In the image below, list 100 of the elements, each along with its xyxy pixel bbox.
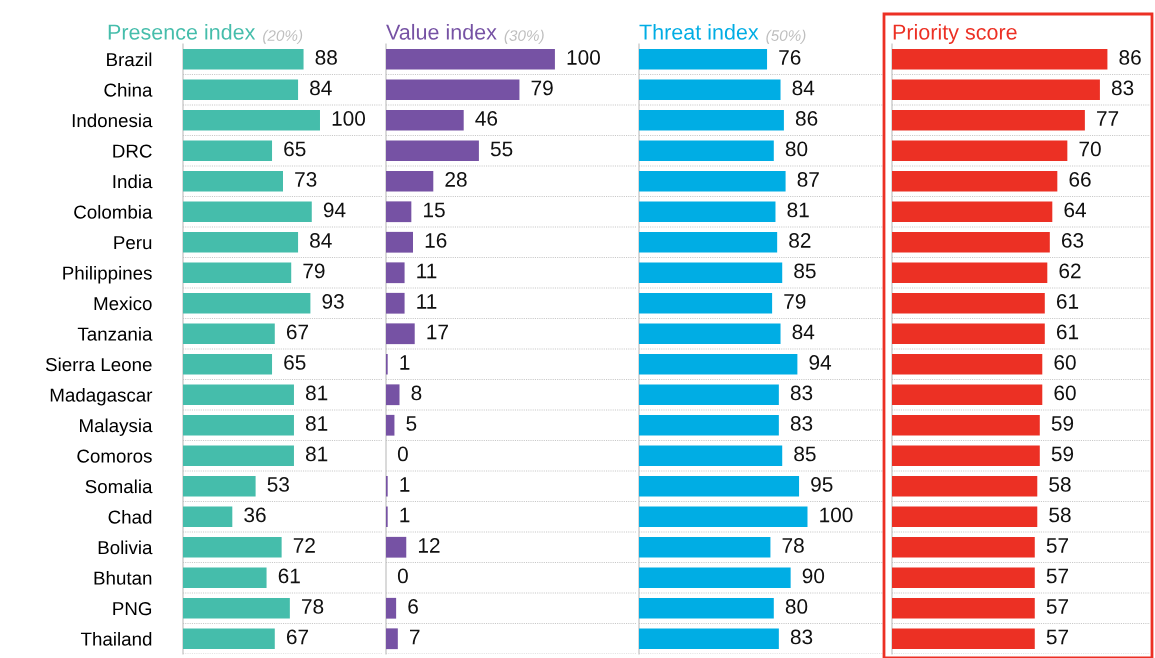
y-tick-label: PNG — [113, 601, 152, 616]
data-label: 81 — [305, 385, 328, 401]
bar — [892, 628, 1035, 650]
data-label: 73 — [295, 172, 317, 187]
bar — [639, 140, 774, 162]
data-label: 79 — [303, 263, 325, 279]
data-label: 83 — [790, 416, 813, 431]
bar — [892, 231, 1050, 253]
bar — [892, 262, 1048, 284]
y-tick-label: Brazil — [107, 52, 152, 67]
y-tick-label: Malaysia — [80, 418, 153, 436]
bar — [639, 475, 800, 497]
bar — [639, 109, 784, 131]
bar — [892, 536, 1035, 558]
data-label: 11 — [417, 263, 437, 279]
data-label: 57 — [1046, 629, 1069, 645]
data-label: 65 — [284, 141, 306, 157]
data-label: 78 — [782, 538, 804, 553]
bar — [386, 109, 464, 131]
bar — [892, 445, 1040, 467]
y-tick-label: Bhutan — [94, 570, 152, 585]
y-tick-label: Sierra Leone — [45, 357, 152, 372]
data-label: 59 — [1051, 416, 1074, 431]
data-label: 80 — [785, 141, 808, 157]
y-tick-label: Indonesia — [72, 113, 153, 128]
data-label: 84 — [792, 324, 815, 340]
bar — [639, 597, 774, 619]
bar — [183, 597, 290, 619]
data-label: 79 — [784, 294, 806, 309]
data-label: 17 — [427, 324, 448, 340]
bar — [183, 201, 312, 223]
bar — [639, 323, 781, 345]
bar — [892, 567, 1035, 589]
data-label: 90 — [802, 568, 825, 584]
data-label: 81 — [787, 202, 809, 218]
bar — [639, 201, 776, 223]
bar — [639, 262, 783, 284]
data-label: 86 — [795, 111, 818, 126]
y-tick-label: Somalia — [85, 479, 153, 494]
data-label: 12 — [418, 538, 440, 553]
bar — [892, 353, 1043, 375]
bar — [386, 170, 434, 192]
bar — [892, 475, 1038, 497]
data-label: 70 — [1079, 141, 1101, 157]
data-label: 85 — [794, 446, 816, 462]
y-tick-label: Thailand — [80, 631, 152, 646]
data-label: 85 — [794, 263, 816, 279]
data-label: 36 — [244, 507, 266, 523]
chart-title: Threat index — [639, 23, 759, 40]
bar — [639, 506, 808, 528]
y-tick-label: Peru — [114, 236, 152, 250]
data-label: 94 — [323, 202, 346, 218]
bar — [183, 323, 275, 345]
data-label: 16 — [425, 233, 447, 248]
data-label: 95 — [811, 477, 833, 492]
bar — [892, 414, 1040, 436]
data-label: 46 — [475, 111, 498, 126]
data-label: 28 — [445, 172, 467, 187]
data-label: 100 — [567, 50, 600, 65]
y-tick-label: Colombia — [74, 204, 153, 219]
data-label: 65 — [284, 355, 306, 370]
bar — [183, 536, 282, 558]
bar — [183, 231, 299, 253]
bar — [183, 353, 273, 375]
data-label: 60 — [1054, 385, 1076, 401]
data-label: 8 — [411, 385, 422, 401]
bar — [183, 475, 256, 497]
data-label: 61 — [1056, 294, 1079, 309]
bar — [892, 48, 1108, 70]
data-label: 59 — [1051, 446, 1074, 462]
bar — [386, 292, 405, 314]
bar — [639, 445, 783, 467]
bar — [386, 140, 479, 162]
y-tick-label: Mexico — [94, 296, 152, 311]
data-label: 82 — [789, 233, 811, 248]
data-label: 72 — [293, 538, 315, 553]
bar — [639, 170, 786, 192]
bar — [183, 567, 267, 589]
data-label: 0 — [397, 568, 408, 584]
data-label: 58 — [1049, 477, 1071, 492]
bar — [386, 79, 520, 101]
y-tick-label: Madagascar — [50, 387, 153, 406]
y-tick-label: Bolivia — [98, 540, 153, 555]
data-label: 61 — [278, 568, 300, 584]
data-label: 87 — [797, 172, 819, 187]
chart-subtitle: (30%) — [504, 29, 544, 44]
data-label: 57 — [1046, 568, 1069, 584]
data-label: 5 — [406, 416, 417, 431]
data-label: 81 — [305, 416, 328, 431]
data-label: 58 — [1049, 507, 1071, 523]
chart-title: Value index — [386, 23, 497, 40]
data-label: 53 — [267, 477, 289, 492]
bar — [892, 170, 1058, 192]
data-label: 6 — [408, 599, 418, 614]
data-label: 83 — [790, 629, 813, 645]
chart-title: Priority score — [893, 23, 1017, 44]
data-label: 55 — [490, 141, 513, 157]
data-label: 60 — [1054, 355, 1076, 370]
data-label: 77 — [1097, 111, 1119, 126]
bar — [892, 323, 1045, 345]
